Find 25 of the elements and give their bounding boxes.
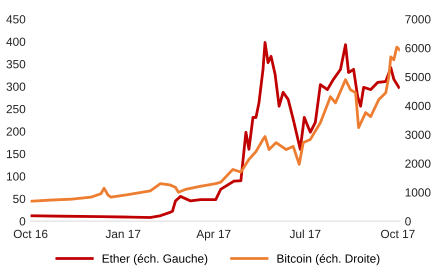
y2-tick-label: 1000 bbox=[406, 188, 431, 197]
y2-tick-label: 0 bbox=[405, 217, 411, 226]
y2-tick-label: 5000 bbox=[405, 72, 431, 82]
x-tick-label: Apr 17 bbox=[196, 230, 231, 240]
legend-label: Bitcoin (éch. Droite) bbox=[277, 254, 380, 266]
y-tick-label: 150 bbox=[6, 150, 26, 158]
y-tick-label: 200 bbox=[6, 127, 26, 136]
y-tick-label: 50 bbox=[13, 194, 26, 204]
y-tick-label: 300 bbox=[6, 82, 26, 91]
legend-label: Ether (éch. Gauche) bbox=[102, 254, 208, 266]
y2-tick-label: 6000 bbox=[405, 44, 431, 52]
y-tick-label: 250 bbox=[6, 104, 26, 114]
y-tick-label: 400 bbox=[6, 38, 26, 46]
x-tick-label: Jan 17 bbox=[106, 230, 140, 238]
x-tick-label: Jul 17 bbox=[290, 229, 320, 238]
y2-tick-label: 7000 bbox=[405, 15, 431, 24]
x-tick-label: Oct 17 bbox=[381, 230, 415, 238]
x-tick-label: Oct 16 bbox=[14, 230, 48, 238]
y2-tick-label: 2000 bbox=[405, 159, 431, 168]
y-tick-label: 350 bbox=[6, 60, 26, 68]
y-tick-label: 0 bbox=[20, 217, 26, 226]
y-tick-label: 100 bbox=[6, 172, 26, 181]
y-tick-label: 450 bbox=[6, 15, 26, 24]
y2-tick-label: 4000 bbox=[404, 102, 431, 110]
y2-tick-label: 3000 bbox=[405, 130, 431, 139]
